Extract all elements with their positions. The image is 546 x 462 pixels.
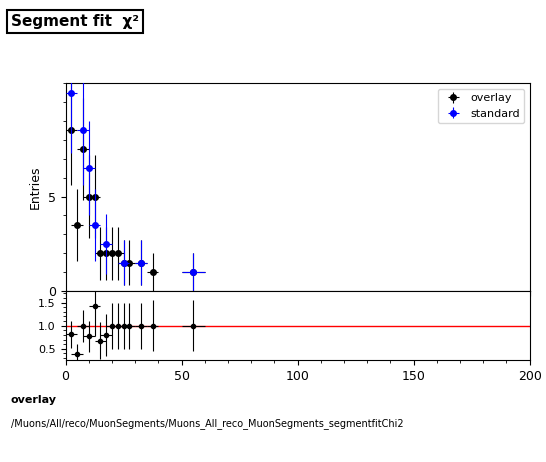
- Legend: overlay, standard: overlay, standard: [438, 89, 524, 123]
- Text: Segment fit  χ²: Segment fit χ²: [11, 14, 139, 29]
- Text: overlay: overlay: [11, 395, 57, 405]
- Y-axis label: Entries: Entries: [29, 165, 42, 209]
- Text: /Muons/All/reco/MuonSegments/Muons_All_reco_MuonSegments_segmentfitChi2: /Muons/All/reco/MuonSegments/Muons_All_r…: [11, 418, 403, 429]
